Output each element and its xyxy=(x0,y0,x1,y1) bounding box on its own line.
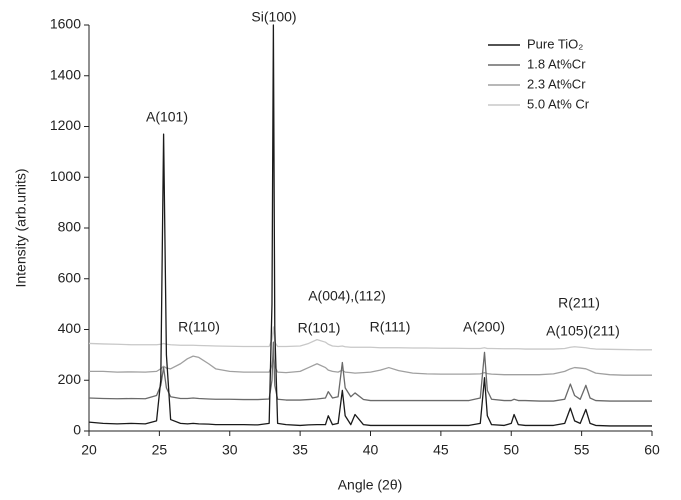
x-tick-label: 50 xyxy=(503,442,519,458)
series-line xyxy=(88,24,652,427)
peak-annotation: A(004),(112) xyxy=(308,288,386,304)
y-tick-label: 200 xyxy=(58,371,82,387)
peak-annotation: A(101) xyxy=(146,109,188,125)
peak-annotation: A(200) xyxy=(463,319,505,335)
x-tick-label: 60 xyxy=(644,442,660,458)
x-tick-label: 20 xyxy=(81,442,97,458)
x-tick-label: 25 xyxy=(152,442,168,458)
y-tick-label: 600 xyxy=(58,269,82,285)
x-axis-label: Angle (2θ) xyxy=(338,477,403,493)
y-tick-label: 1200 xyxy=(50,117,81,133)
x-tick-label: 55 xyxy=(574,442,590,458)
y-tick-label: 0 xyxy=(73,422,81,438)
x-tick-label: 35 xyxy=(292,442,308,458)
legend-label: 5.0 At% Cr xyxy=(527,96,590,111)
legend-label: Pure TiO₂ xyxy=(527,36,583,51)
y-tick-label: 1600 xyxy=(50,16,81,32)
y-tick-label: 800 xyxy=(58,219,82,235)
y-tick-label: 1000 xyxy=(50,168,81,184)
peak-annotation: R(110) xyxy=(178,319,220,335)
x-tick-label: 30 xyxy=(222,442,238,458)
series-line xyxy=(88,326,652,351)
peak-annotation: Si(100) xyxy=(251,9,296,25)
y-tick-label: 1400 xyxy=(50,66,81,82)
peak-annotation: R(111) xyxy=(370,319,411,335)
peak-annotation: R(101) xyxy=(298,320,341,336)
legend-label: 2.3 At%Cr xyxy=(527,76,586,91)
y-axis-label: Intensity (arb.units) xyxy=(13,168,29,287)
peak-annotation: R(211) xyxy=(558,295,600,311)
x-tick-label: 45 xyxy=(433,442,449,458)
peak-annotation: A(105)(211) xyxy=(546,323,620,339)
series-line xyxy=(89,354,652,376)
x-tick-label: 40 xyxy=(363,442,379,458)
legend-label: 1.8 At%Cr xyxy=(527,56,586,71)
y-tick-label: 400 xyxy=(58,320,82,336)
series-line xyxy=(88,341,652,402)
